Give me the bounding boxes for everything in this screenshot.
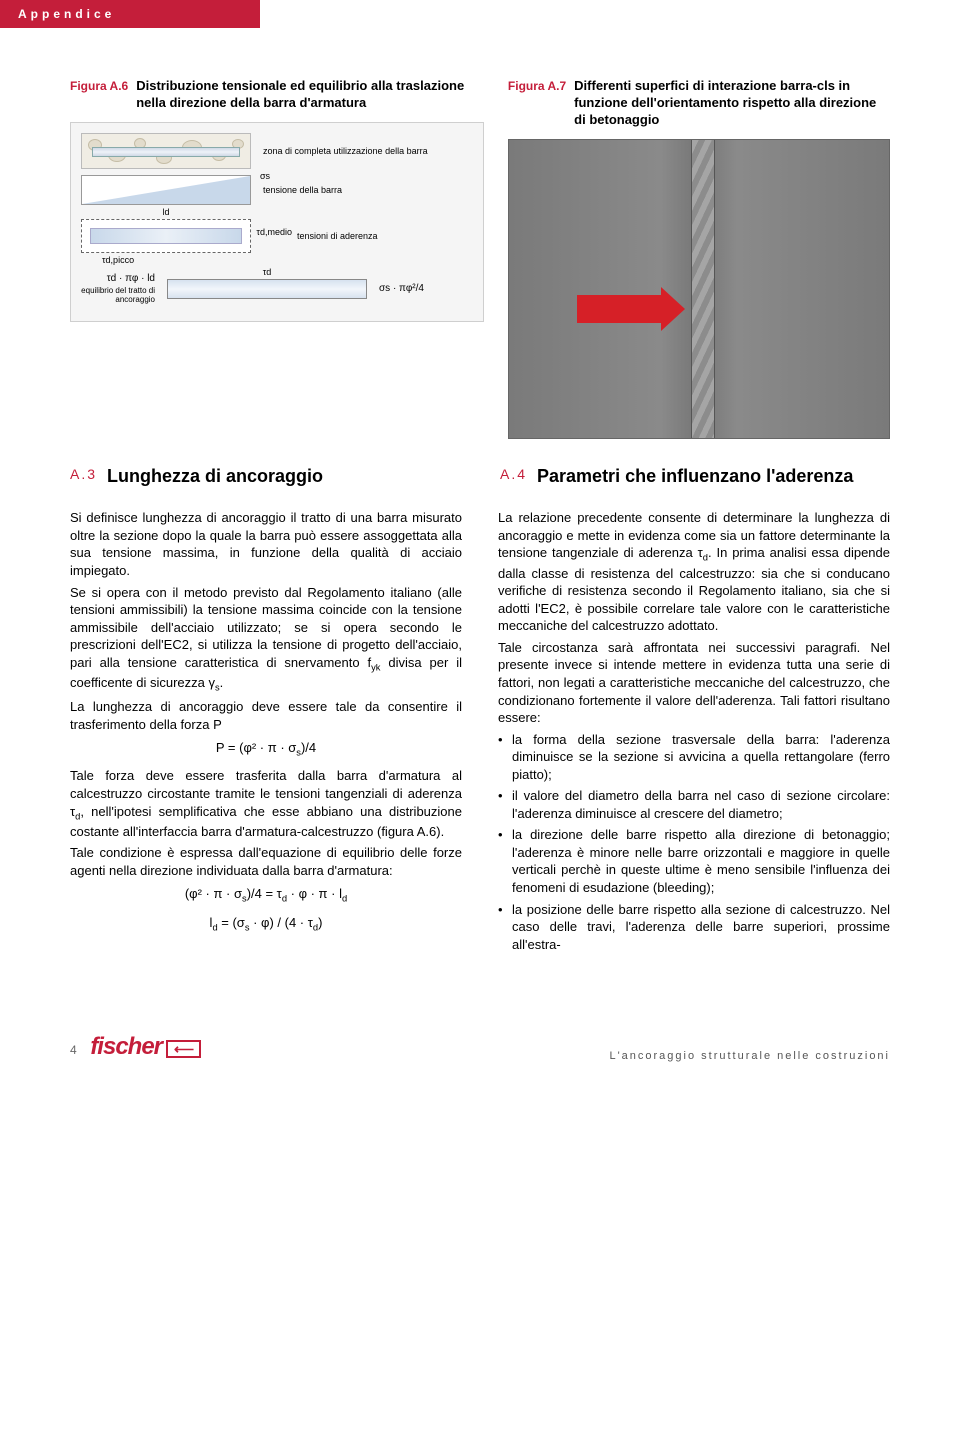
bullet-4: la posizione delle barre rispetto alla s… [498,901,890,954]
left-p5: Tale condizione è espressa dall'equazion… [70,844,462,879]
figure-a7-label: Figura A.7 [508,78,566,129]
sigma-s-label: σs [260,170,270,182]
section-a3-title: Lunghezza di ancoraggio [107,465,323,488]
figure-a7: Figura A.7 Differenti superfici di inter… [508,78,890,439]
right-p2: Tale circostanza sarà affrontata nei suc… [498,639,890,727]
body-columns: Si definisce lunghezza di ancoraggio il … [70,509,890,957]
bullet-3: la direzione delle barre rispetto alla d… [498,826,890,896]
page-content: Figura A.6 Distribuzione tensionale ed e… [0,28,960,987]
figure-a7-title: Differenti superfici di interazione barr… [574,78,890,129]
formula-ld: ld = (σs · φ) / (4 · τd) [70,914,462,934]
equilibrium-right-eq: σs · πφ²/4 [379,283,424,295]
figure-a6-label: Figura A.6 [70,78,128,112]
formula-eq: (φ² · π · σs)/4 = τd · φ · π · ld [70,885,462,905]
formula-p: P = (φ² · π · σs)/4 [70,739,462,759]
tensioni-aderenza-label: tensioni di aderenza [297,231,378,241]
left-p1: Si definisce lunghezza di ancoraggio il … [70,509,462,579]
figure-row: Figura A.6 Distribuzione tensionale ed e… [70,78,890,439]
page-number: 4 [70,1043,77,1057]
figure-a7-photo [508,139,890,439]
section-a4-num: A.4 [500,465,527,484]
concrete-block-icon [81,133,251,169]
red-arrow-icon [577,295,661,323]
adhesion-block-icon: τd,medio τd,picco [81,219,251,253]
figure-a6-caption: Figura A.6 Distribuzione tensionale ed e… [70,78,484,112]
ld-label: ld [162,206,169,218]
section-headings: A.3 Lunghezza di ancoraggio A.4 Parametr… [70,465,890,488]
zona-label: zona di completa utilizzazione della bar… [263,146,428,156]
left-p2: Se si opera con il metodo previsto dal R… [70,584,462,695]
tau-medio-label: τd,medio [256,226,292,238]
bullet-2: il valore del diametro della barra nel c… [498,787,890,822]
figure-a6: Figura A.6 Distribuzione tensionale ed e… [70,78,484,439]
left-p3: La lunghezza di ancoraggio deve essere t… [70,698,462,733]
figure-a7-caption: Figura A.7 Differenti superfici di inter… [508,78,890,129]
section-a4-title: Parametri che influenzano l'aderenza [537,465,853,488]
figure-a6-title: Distribuzione tensionale ed equilibrio a… [136,78,484,112]
bullet-1: la forma della sezione trasversale della… [498,731,890,784]
bullet-list: la forma della sezione trasversale della… [498,731,890,954]
header-section-bar: Appendice [0,0,260,28]
brand-logo: fischer⟵ [90,1033,201,1060]
stress-triangle-icon: σs ld [81,175,251,205]
left-p4: Tale forza deve essere trasferita dalla … [70,767,462,840]
right-p1: La relazione precedente consente di dete… [498,509,890,635]
right-column: La relazione precedente consente di dete… [498,509,890,957]
left-column: Si definisce lunghezza di ancoraggio il … [70,509,462,957]
footer-text: L'ancoraggio strutturale nelle costruzio… [609,1049,890,1064]
tau-picco-label: τd,picco [102,254,134,266]
equilibrium-left-eq: τd · πφ · ld equilibrio del tratto di an… [81,273,155,305]
section-a3-heading: A.3 Lunghezza di ancoraggio [70,465,460,488]
tau-d-label: τd [263,266,272,278]
logo-box-icon: ⟵ [166,1040,201,1058]
rebar-icon [691,140,715,438]
footer-left: 4 fischer⟵ [70,1031,201,1063]
tensione-barra-label: tensione della barra [263,185,342,195]
figure-a6-diagram: zona di completa utilizzazione della bar… [70,122,484,322]
force-bar-icon: τd [167,279,367,299]
section-a3-num: A.3 [70,465,97,484]
section-a4-heading: A.4 Parametri che influenzano l'aderenza [500,465,890,488]
page-footer: 4 fischer⟵ L'ancoraggio strutturale nell… [0,1031,960,1093]
header-section-label: Appendice [18,7,115,21]
